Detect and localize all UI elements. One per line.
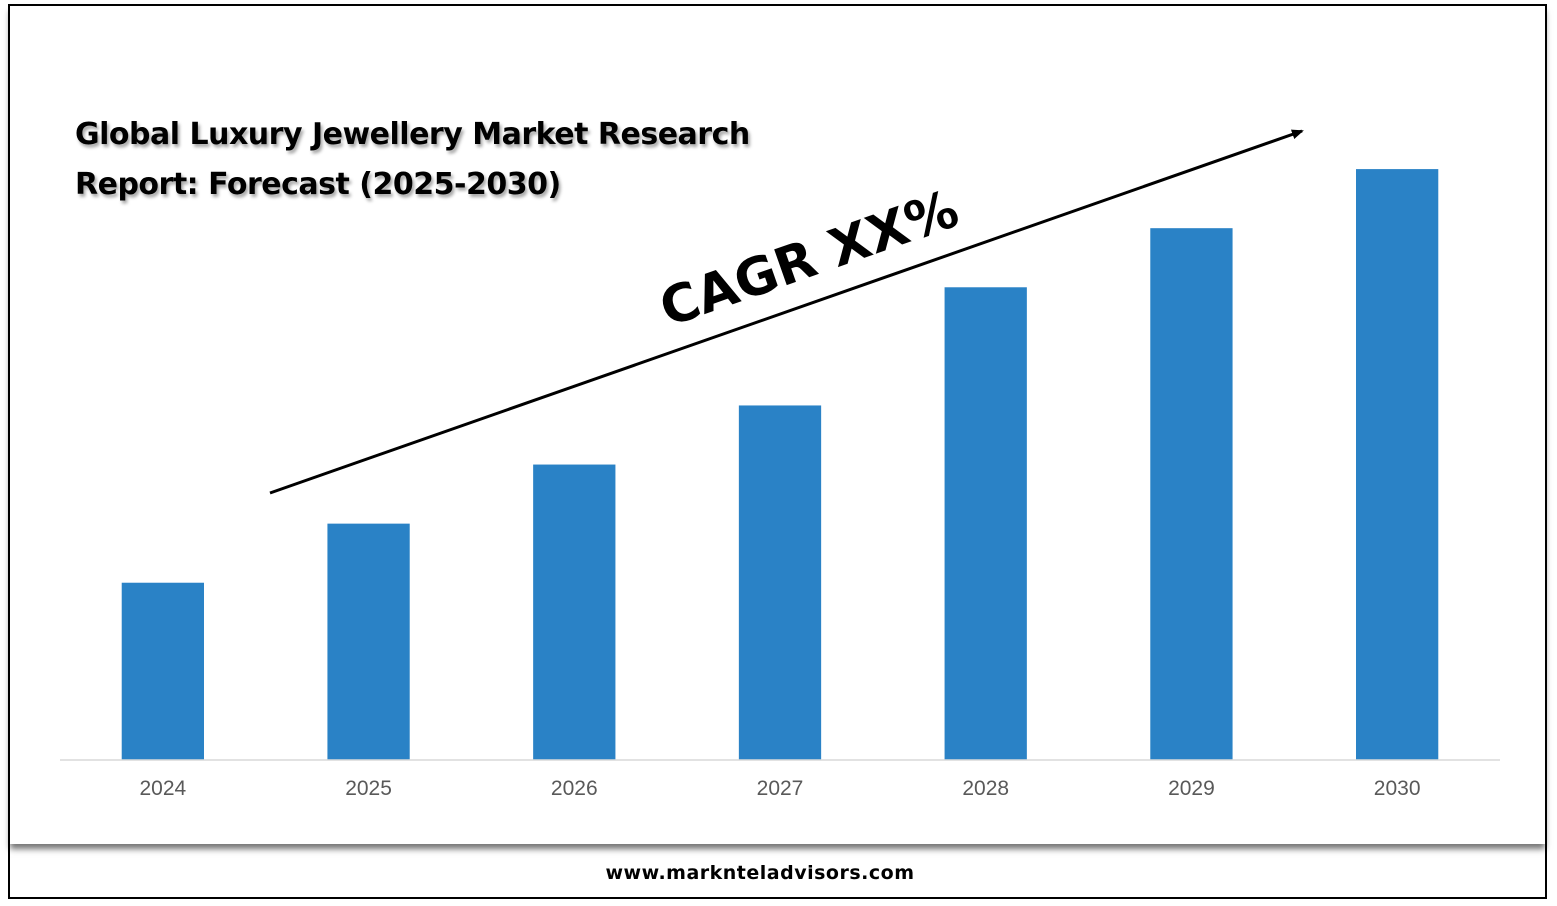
bar-2030	[1356, 169, 1439, 760]
x-tick-2029: 2029	[1168, 777, 1215, 800]
bar-2024	[121, 582, 204, 760]
footer-url: www.marknteladvisors.com	[605, 862, 915, 884]
x-tick-2028: 2028	[962, 777, 1009, 800]
chart-title: Global Luxury Jewellery Market Research …	[75, 117, 750, 202]
outer-frame	[8, 4, 1547, 899]
bars-group	[121, 169, 1439, 760]
bar-2026	[533, 464, 616, 760]
x-tick-2026: 2026	[551, 777, 598, 800]
bar-2029	[1150, 228, 1233, 760]
x-tick-2024: 2024	[139, 777, 186, 800]
bar-2028	[944, 287, 1027, 760]
x-tick-2030: 2030	[1374, 777, 1421, 800]
x-tick-2025: 2025	[345, 777, 392, 800]
bar-2027	[738, 405, 822, 760]
bar-2025	[327, 523, 410, 760]
x-tick-2027: 2027	[757, 777, 804, 800]
x-tick-labels: 2024 2025 2026 2027 2028 2029 2030	[139, 777, 1420, 800]
trend-arrow	[269, 129, 1304, 495]
